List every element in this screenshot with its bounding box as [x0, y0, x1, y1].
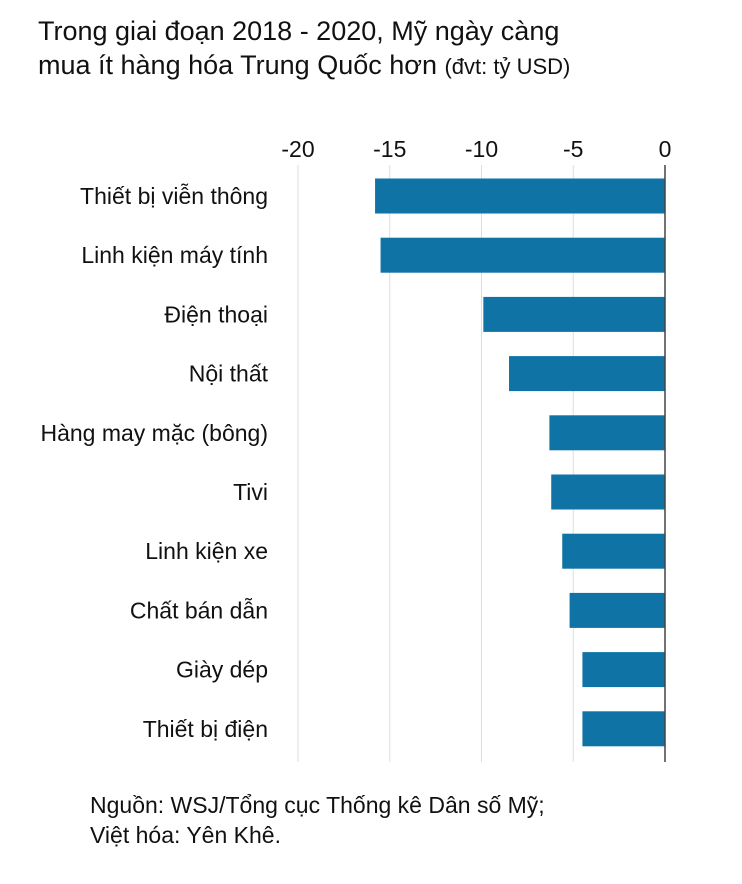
x-tick-label: 0	[659, 136, 672, 162]
title-unit: (đvt: tỷ USD)	[444, 54, 571, 79]
category-label: Giày dép	[176, 657, 268, 683]
category-label: Điện thoại	[164, 301, 268, 327]
category-label: Linh kiện xe	[145, 538, 268, 564]
bar	[562, 533, 665, 569]
title-line-2: mua ít hàng hóa Trung Quốc hơn	[38, 50, 437, 80]
category-label: Thiết bị điện	[143, 716, 268, 742]
category-label: Linh kiện máy tính	[81, 242, 268, 268]
category-label: Chất bán dẫn	[130, 597, 268, 623]
bar	[509, 356, 665, 392]
source-line-1: Nguồn: WSJ/Tổng cục Thống kê Dân số Mỹ;	[90, 792, 545, 818]
title-line-1: Trong giai đoạn 2018 - 2020, Mỹ ngày càn…	[38, 16, 560, 46]
x-tick-label: -20	[281, 136, 314, 162]
bar	[569, 592, 665, 628]
x-tick-label: -10	[465, 136, 498, 162]
bar	[380, 237, 665, 273]
category-label: Thiết bị viễn thông	[80, 183, 268, 209]
category-label: Nội thất	[189, 361, 269, 387]
bar	[582, 652, 665, 688]
x-tick-label: -5	[563, 136, 583, 162]
bar	[375, 178, 665, 214]
bar	[483, 296, 665, 332]
chart-title: Trong giai đoạn 2018 - 2020, Mỹ ngày càn…	[38, 14, 728, 84]
bar	[551, 474, 665, 510]
bar	[549, 415, 665, 451]
category-label: Hàng may mặc (bông)	[40, 420, 268, 446]
bar	[582, 711, 665, 747]
source-line-2: Việt hóa: Yên Khê.	[90, 822, 281, 848]
category-label: Tivi	[233, 479, 268, 505]
source-note: Nguồn: WSJ/Tổng cục Thống kê Dân số Mỹ; …	[90, 790, 710, 850]
x-tick-label: -15	[373, 136, 406, 162]
